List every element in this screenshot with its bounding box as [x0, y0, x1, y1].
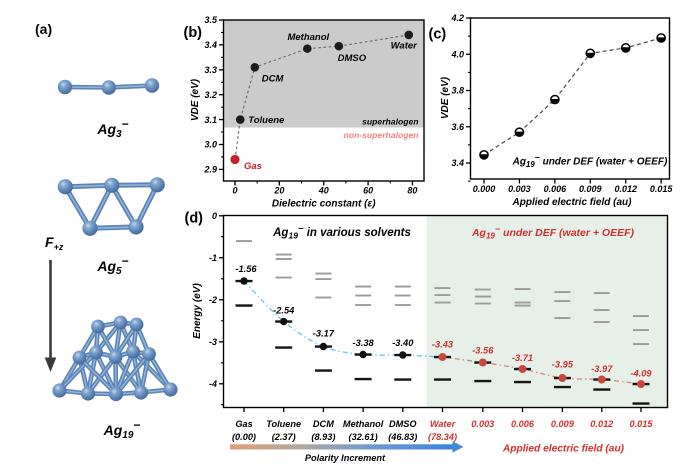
svg-text:(46.83): (46.83): [388, 432, 417, 442]
svg-text:(a): (a): [35, 21, 52, 37]
svg-text:3.0: 3.0: [204, 140, 217, 150]
svg-text:Ag5−: Ag5−: [96, 254, 128, 277]
svg-text:0.003: 0.003: [471, 419, 494, 429]
svg-text:(78.34): (78.34): [428, 432, 457, 442]
svg-text:0.009: 0.009: [579, 184, 602, 194]
svg-text:Toluene: Toluene: [266, 419, 301, 429]
svg-text:DCM: DCM: [313, 419, 334, 429]
svg-text:0: 0: [232, 186, 237, 196]
svg-text:-3.17: -3.17: [313, 329, 335, 339]
svg-text:0.012: 0.012: [614, 184, 637, 194]
svg-text:(d): (d): [185, 211, 204, 227]
svg-text:3.8: 3.8: [451, 86, 464, 96]
svg-text:0.009: 0.009: [551, 419, 575, 429]
svg-text:-3.56: -3.56: [472, 346, 494, 356]
svg-text:(c): (c): [429, 27, 447, 43]
svg-text:0.006: 0.006: [544, 184, 568, 194]
svg-text:0.006: 0.006: [511, 419, 535, 429]
svg-text:Toluene: Toluene: [248, 115, 285, 126]
svg-text:0.003: 0.003: [508, 184, 531, 194]
svg-text:3.6: 3.6: [451, 122, 465, 132]
svg-text:3.5: 3.5: [204, 15, 218, 25]
svg-text:VDE (eV): VDE (eV): [440, 76, 451, 119]
svg-text:-3.97: -3.97: [591, 364, 613, 374]
svg-text:40: 40: [318, 186, 329, 196]
svg-text:Gas: Gas: [244, 161, 262, 172]
svg-text:Ag19− under DEF (water + OEEF): Ag19− under DEF (water + OEEF): [471, 224, 635, 241]
svg-text:3.4: 3.4: [204, 40, 217, 50]
svg-text:-3.38: -3.38: [352, 338, 374, 348]
svg-text:0.012: 0.012: [590, 419, 614, 429]
svg-text:F+z: F+z: [45, 234, 64, 252]
svg-text:Ag3−: Ag3−: [96, 117, 128, 140]
svg-text:Methanol: Methanol: [287, 32, 329, 43]
svg-text:4.2: 4.2: [450, 13, 464, 23]
svg-text:0.015: 0.015: [630, 419, 654, 429]
svg-text:-2.54: -2.54: [273, 306, 295, 316]
svg-text:Energy (eV): Energy (eV): [192, 283, 203, 339]
svg-text:Applied electric field (au): Applied electric field (au): [512, 197, 633, 208]
svg-text:Ag19− under DEF (water + OEEF): Ag19− under DEF (water + OEEF): [512, 153, 668, 170]
svg-text:Polarity Increment: Polarity Increment: [305, 453, 386, 463]
svg-text:3.1: 3.1: [204, 115, 217, 125]
svg-text:(2.37): (2.37): [272, 432, 296, 442]
svg-text:Gas: Gas: [235, 419, 252, 429]
svg-text:DMSO: DMSO: [389, 419, 417, 429]
svg-text:(8.93): (8.93): [311, 432, 335, 442]
svg-text:Applied electric field (au): Applied electric field (au): [502, 444, 625, 455]
svg-text:DMSO: DMSO: [338, 53, 367, 64]
svg-text:-4.09: -4.09: [630, 369, 652, 379]
svg-text:Methanol: Methanol: [343, 419, 384, 429]
svg-text:-3: -3: [209, 337, 217, 347]
svg-text:-4: -4: [209, 379, 217, 389]
svg-text:-2: -2: [209, 295, 217, 305]
svg-text:3.2: 3.2: [204, 90, 217, 100]
svg-text:4.0: 4.0: [450, 49, 464, 59]
svg-text:-1.56: -1.56: [235, 264, 257, 274]
svg-text:-3.95: -3.95: [552, 360, 574, 370]
svg-text:superhalogen: superhalogen: [362, 117, 418, 127]
svg-text:-3.40: -3.40: [392, 338, 414, 348]
svg-text:(b): (b): [184, 25, 203, 41]
svg-text:non-superhalogen: non-superhalogen: [344, 130, 419, 140]
svg-text:Water: Water: [430, 419, 456, 429]
svg-text:VDE (eV): VDE (eV): [190, 78, 201, 121]
svg-text:2.9: 2.9: [203, 165, 217, 175]
svg-text:80: 80: [407, 186, 417, 196]
svg-text:-1: -1: [209, 253, 217, 263]
svg-text:Dielectric constant (ε): Dielectric constant (ε): [272, 199, 376, 210]
svg-text:0.000: 0.000: [473, 184, 496, 194]
svg-text:0.015: 0.015: [650, 184, 674, 194]
svg-text:Water: Water: [391, 40, 419, 51]
svg-text:Ag19− in various solvents: Ag19− in various solvents: [272, 224, 411, 241]
svg-text:DCM: DCM: [262, 73, 285, 84]
svg-text:Ag19−: Ag19−: [103, 418, 141, 441]
svg-text:0: 0: [212, 211, 217, 221]
svg-text:(0.00): (0.00): [232, 432, 256, 442]
svg-text:3.3: 3.3: [204, 65, 217, 75]
svg-text:20: 20: [273, 186, 284, 196]
svg-text:3.4: 3.4: [451, 158, 464, 168]
svg-text:(32.61): (32.61): [349, 432, 378, 442]
svg-text:60: 60: [363, 186, 373, 196]
svg-text:-3.43: -3.43: [432, 340, 454, 350]
svg-text:-3.71: -3.71: [512, 353, 533, 363]
